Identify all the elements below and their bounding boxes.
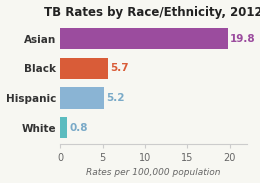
X-axis label: Rates per 100,000 population: Rates per 100,000 population xyxy=(86,168,221,178)
Bar xyxy=(60,28,228,49)
Text: 0.8: 0.8 xyxy=(69,123,88,132)
Bar xyxy=(60,87,104,109)
Bar xyxy=(60,58,108,79)
Bar xyxy=(60,117,67,138)
Text: 5.7: 5.7 xyxy=(110,63,129,73)
Text: 19.8: 19.8 xyxy=(230,34,256,44)
Text: 5.2: 5.2 xyxy=(106,93,125,103)
Title: TB Rates by Race/Ethnicity, 2012: TB Rates by Race/Ethnicity, 2012 xyxy=(44,5,260,18)
